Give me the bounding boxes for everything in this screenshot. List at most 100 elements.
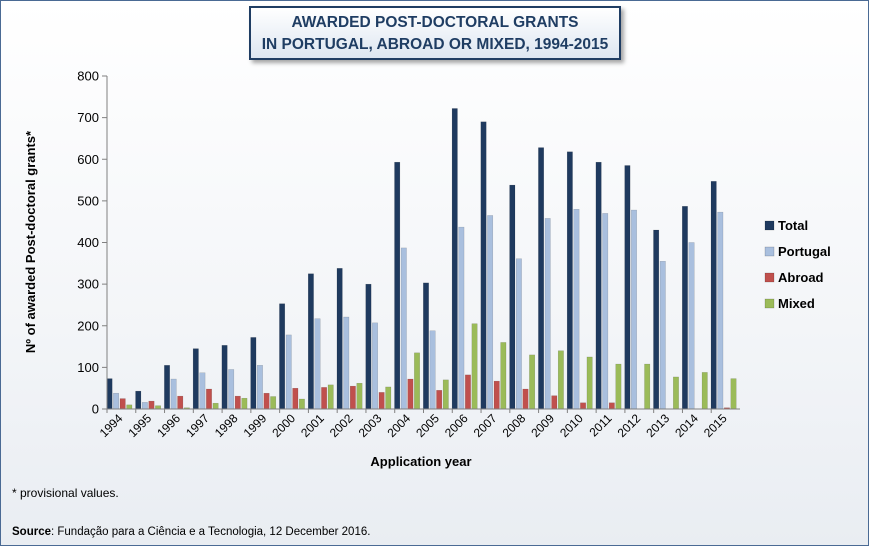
y-tick-label: 0	[92, 402, 99, 417]
x-tick-label: 2004	[384, 411, 413, 440]
x-tick-label: 1996	[154, 411, 183, 440]
bar-portugal-2004	[400, 247, 407, 410]
bar-abroad-1998	[234, 395, 241, 410]
bar-portugal-2009	[544, 218, 551, 410]
footnote: * provisional values.	[12, 486, 119, 500]
bar-mixed-2002	[356, 382, 363, 410]
legend-swatch-mixed	[764, 298, 775, 309]
source-note: Source: Fundação para a Ciência e a Tecn…	[12, 526, 370, 538]
bar-mixed-2003	[385, 386, 392, 410]
bar-total-2006	[451, 108, 458, 410]
bar-portugal-2002	[343, 316, 350, 410]
bar-abroad-1994	[119, 398, 126, 410]
bar-mixed-2010	[586, 356, 593, 410]
chart-title-line2: IN PORTUGAL, ABROAD OR MIXED, 1994-2015	[261, 36, 609, 53]
bar-portugal-2014	[688, 242, 695, 410]
bar-mixed-1999	[270, 396, 277, 410]
x-tick-label: 1995	[125, 411, 154, 440]
bar-portugal-1997	[199, 372, 206, 410]
x-axis-title: Application year	[370, 454, 471, 469]
bar-mixed-2005	[442, 379, 449, 410]
bar-abroad-2001	[321, 387, 327, 410]
bar-mixed-2007	[500, 342, 507, 410]
bar-abroad-2000	[292, 387, 299, 410]
legend-label-mixed: Mixed	[778, 296, 815, 311]
x-tick-label: 1998	[212, 411, 241, 440]
x-tick-label: 2000	[269, 411, 298, 440]
bar-abroad-2010	[580, 402, 586, 410]
y-tick-label: 100	[77, 360, 99, 375]
x-tick-label: 2007	[471, 411, 500, 440]
legend-label-abroad: Abroad	[778, 270, 824, 285]
x-tick-label: 2015	[701, 411, 730, 440]
x-tick-label: 2011	[586, 411, 614, 439]
bar-mixed-2008	[529, 354, 536, 410]
bar-total-1994	[106, 378, 113, 410]
bar-total-2014	[682, 206, 688, 410]
x-tick-label: 1997	[183, 411, 212, 440]
bar-total-2015	[710, 181, 717, 410]
bar-abroad-1999	[263, 392, 270, 410]
bar-portugal-1998	[228, 369, 235, 410]
bar-total-2013	[653, 229, 660, 410]
bar-abroad-2002	[349, 385, 356, 410]
legend-swatch-portugal	[764, 246, 775, 257]
x-tick-label: 2008	[500, 411, 529, 440]
bar-total-2002	[336, 268, 343, 410]
chart-title-line1: AWARDED POST-DOCTORAL GRANTS	[291, 14, 579, 31]
bar-abroad-2008	[522, 388, 529, 410]
bar-portugal-2006	[458, 226, 465, 410]
bar-mixed-2001	[327, 384, 334, 410]
bar-abroad-1997	[206, 388, 212, 410]
y-tick-label: 700	[77, 110, 99, 125]
bar-mixed-2011	[615, 363, 622, 410]
y-axis-title: Nº of awarded Post-doctoral grants*	[23, 130, 38, 353]
bar-portugal-2010	[573, 208, 580, 410]
bar-portugal-2015	[717, 211, 724, 410]
bar-mixed-2015	[730, 378, 737, 410]
y-tick-label: 500	[77, 193, 99, 208]
x-tick-label: 2009	[528, 411, 557, 440]
x-tick-label: 2012	[615, 411, 644, 440]
x-tick-label: 1994	[97, 411, 126, 440]
bar-total-1995	[135, 390, 142, 410]
bar-mixed-1997	[212, 402, 219, 410]
y-tick-label: 300	[77, 277, 99, 292]
bar-portugal-1996	[170, 378, 177, 410]
bar-portugal-2000	[285, 334, 292, 410]
x-tick-label: 2013	[643, 411, 672, 440]
bar-total-2010	[566, 151, 573, 410]
bar-abroad-2006	[465, 374, 471, 410]
bar-portugal-2003	[372, 322, 378, 410]
x-tick-label: 2001	[298, 411, 327, 440]
bar-total-1998	[221, 345, 228, 410]
legend-swatch-total	[764, 220, 775, 231]
bar-total-2009	[538, 147, 544, 410]
bar-mixed-2012	[644, 363, 651, 410]
bar-portugal-1995	[141, 402, 148, 410]
bar-total-2008	[509, 184, 516, 410]
bar-abroad-1995	[148, 400, 155, 410]
bar-abroad-2005	[436, 390, 443, 410]
x-tick-label: 2014	[672, 411, 701, 440]
bar-abroad-2011	[608, 402, 615, 410]
bar-mixed-2006	[471, 323, 478, 410]
y-tick-label: 400	[77, 235, 99, 250]
bar-total-1997	[192, 348, 199, 410]
bar-abroad-2009	[551, 395, 558, 410]
bar-portugal-2008	[516, 258, 522, 410]
bar-abroad-2003	[378, 392, 385, 410]
bar-portugal-2005	[429, 330, 436, 410]
bar-portugal-2011	[602, 213, 609, 410]
legend-label-portugal: Portugal	[778, 244, 831, 259]
bar-portugal-1999	[257, 365, 263, 410]
x-tick-label: 2010	[557, 411, 586, 440]
bar-total-2004	[394, 161, 401, 410]
bar-mixed-1994	[126, 404, 133, 410]
legend: Total Portugal Abroad Mixed	[764, 218, 831, 311]
chart-title-box: AWARDED POST-DOCTORAL GRANTS IN PORTUGAL…	[249, 6, 621, 60]
bar-mixed-2013	[673, 376, 679, 410]
